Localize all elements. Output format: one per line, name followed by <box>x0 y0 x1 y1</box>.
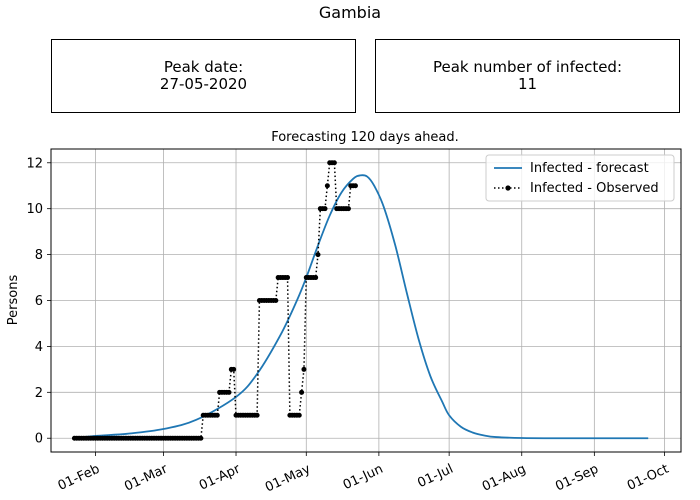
observed-point <box>352 183 358 189</box>
peak-date-value: 27-05-2020 <box>159 75 248 93</box>
x-tick-label: 01-Apr <box>197 461 243 493</box>
x-tick-label: 01-Aug <box>480 462 528 495</box>
observed-point <box>273 298 279 303</box>
grid <box>51 149 681 452</box>
observed-point <box>198 435 204 441</box>
forecast-line <box>74 174 649 440</box>
plot-data <box>71 160 649 441</box>
x-tick-label: 01-Jul <box>415 462 455 492</box>
x-tick-label: 01-Jun <box>341 462 386 493</box>
y-tick-label: 4 <box>35 340 43 355</box>
observed-point <box>322 206 328 212</box>
chart-title: Forecasting 120 days ahead. <box>271 130 459 145</box>
x-tick-label: 01-Oct <box>625 462 671 494</box>
observed-point <box>345 206 351 212</box>
legend-forecast-label: Infected - forecast <box>530 161 649 176</box>
legend-observed-label: Infected - Observed <box>530 181 659 196</box>
observed-point <box>214 412 220 418</box>
peak-date-label: Peak date: <box>163 58 244 76</box>
peak-infected-value: 11 <box>517 75 538 93</box>
observed-point <box>254 412 260 418</box>
observed-point <box>301 366 307 372</box>
y-tick-label: 6 <box>35 294 43 309</box>
y-tick-label: 12 <box>26 156 43 171</box>
observed-point <box>231 366 237 372</box>
observed-point <box>324 183 330 189</box>
y-tick-label: 8 <box>35 248 43 263</box>
observed-point <box>296 412 302 418</box>
legend-box <box>485 154 675 202</box>
y-tick-label: 2 <box>35 386 43 401</box>
observed-point <box>226 389 232 395</box>
observed-point <box>315 252 321 258</box>
observed-point <box>299 389 305 395</box>
legend: Infected - forecast Infected - Observed <box>485 154 675 202</box>
figure-title: Gambia <box>318 3 382 22</box>
peak-date-box: Peak date: 27-05-2020 <box>51 39 356 113</box>
observed-point <box>313 275 319 281</box>
y-tick-label: 0 <box>35 432 43 447</box>
x-tick-label: 01-Feb <box>56 462 102 494</box>
x-tick-label: 01-Mar <box>122 461 170 494</box>
observed-point <box>285 275 291 281</box>
peak-infected-box: Peak number of infected: 11 <box>375 39 680 113</box>
legend-observed-marker <box>505 185 511 191</box>
x-tick-label: 01-May <box>263 462 313 496</box>
observed-point <box>331 160 337 166</box>
peak-infected-label: Peak number of infected: <box>432 58 623 76</box>
y-axis-label: Persons <box>6 275 21 326</box>
y-tick-label: 10 <box>26 202 43 217</box>
x-tick-label: 01-Sep <box>553 462 601 495</box>
